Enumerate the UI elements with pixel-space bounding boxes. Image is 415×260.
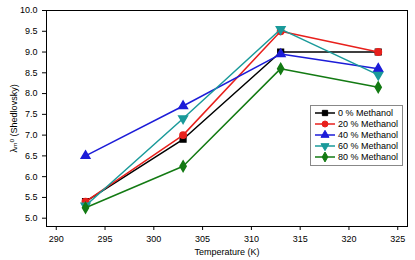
svg-text:290: 290 <box>49 234 64 244</box>
html-text:0 % Methanol: 0 % Methanol <box>338 107 393 118</box>
html-text:40 % Methanol: 40 % Methanol <box>338 129 398 140</box>
svg-text:7.5: 7.5 <box>25 109 38 119</box>
svg-text:305: 305 <box>195 234 210 244</box>
html-text:80 % Methanol: 80 % Methanol <box>338 151 398 162</box>
svg-text:8.0: 8.0 <box>25 88 38 98</box>
svg-text:295: 295 <box>98 234 113 244</box>
svg-text:315: 315 <box>293 234 308 244</box>
svg-text:6.0: 6.0 <box>25 172 38 182</box>
svg-text:7.0: 7.0 <box>25 130 38 140</box>
svg-text:8.5: 8.5 <box>25 68 38 78</box>
svg-text:310: 310 <box>244 234 259 244</box>
svg-text:9.5: 9.5 <box>25 26 38 36</box>
svg-text:Temperature (K): Temperature (K) <box>194 247 259 257</box>
svg-text:320: 320 <box>341 234 356 244</box>
svg-text:5.0: 5.0 <box>25 213 38 223</box>
svg-text:325: 325 <box>390 234 405 244</box>
svg-text:λₘ⁰ (Shedlovsky): λₘ⁰ (Shedlovsky) <box>9 84 19 152</box>
html-text:60 % Methanol: 60 % Methanol <box>338 140 398 151</box>
html-text:20 % Methanol: 20 % Methanol <box>338 118 398 129</box>
svg-text:6.5: 6.5 <box>25 151 38 161</box>
svg-text:5.5: 5.5 <box>25 192 38 202</box>
svg-text:300: 300 <box>146 234 161 244</box>
svg-text:9.0: 9.0 <box>25 47 38 57</box>
svg-text:10.0: 10.0 <box>20 5 38 15</box>
